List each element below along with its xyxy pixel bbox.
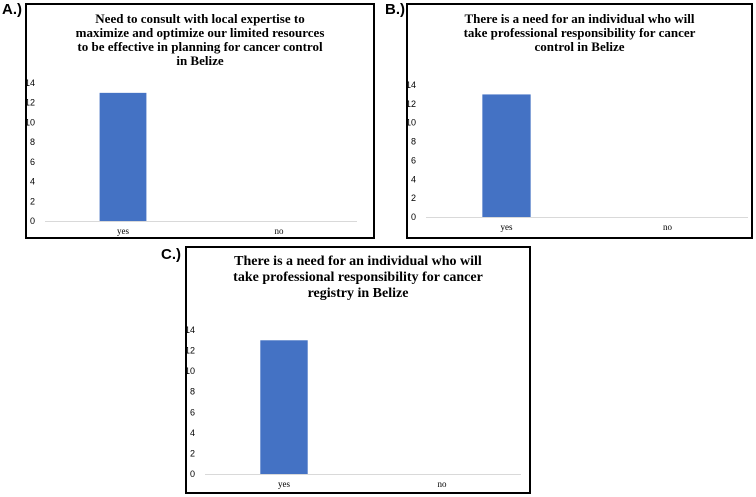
x-tick-label: yes (117, 226, 129, 236)
chart-panel-c: There is a need for an individual who wi… (185, 246, 531, 494)
title-line: There is a need for an individual who wi… (234, 254, 482, 269)
y-tick-label: 10 (25, 117, 35, 127)
y-tick-label: 12 (185, 346, 195, 356)
panel-a-letter: A.) (2, 1, 22, 18)
y-tick-label: 6 (411, 155, 416, 165)
y-tick-label: 8 (411, 137, 416, 147)
bar-yes (260, 340, 308, 474)
y-tick-label: 10 (185, 366, 195, 376)
title-line: take professional responsibility for can… (463, 25, 696, 40)
y-tick-label: 8 (30, 137, 35, 147)
chart-panel-a: Need to consult with local expertise to … (25, 3, 375, 239)
y-tick-label: 2 (411, 193, 416, 203)
y-tick-label: 4 (411, 174, 416, 184)
y-tick-label: 4 (30, 177, 35, 187)
y-tick-label: 14 (406, 80, 416, 90)
x-tick-label: no (275, 226, 285, 236)
y-tick-label: 14 (25, 78, 35, 88)
y-tick-label: 0 (411, 212, 416, 222)
y-tick-label: 14 (185, 325, 195, 335)
panel-b-letter: B.) (385, 1, 405, 18)
x-tick-label: yes (501, 222, 513, 232)
title-line: control in Belize (534, 39, 625, 54)
bar-chart-b: 0 2 4 6 8 10 12 14 yes no (406, 80, 748, 232)
y-tick-label: 8 (190, 387, 195, 397)
y-tick-label: 2 (190, 448, 195, 458)
y-tick-label: 10 (406, 118, 416, 128)
x-tick-label: yes (278, 479, 290, 489)
y-tick-label: 12 (406, 99, 416, 109)
title-line: maximize and optimize our limited resour… (75, 25, 325, 40)
bar-yes (99, 92, 147, 221)
chart-title: Need to consult with local expertise to … (27, 12, 373, 68)
title-line: to be effective in planning for cancer c… (77, 39, 323, 54)
bar-yes (482, 94, 531, 217)
y-tick-label: 12 (25, 98, 35, 108)
chart-title: There is a need for an individual who wi… (408, 12, 751, 54)
title-line: in Belize (176, 53, 224, 68)
title-line: Need to consult with local expertise to (95, 11, 305, 26)
chart-panel-b: There is a need for an individual who wi… (406, 3, 753, 239)
chart-title: There is a need for an individual who wi… (187, 254, 529, 302)
y-tick-label: 6 (190, 407, 195, 417)
bar-chart-c: 0 2 4 6 8 10 12 14 yes no (185, 325, 521, 489)
y-tick-label: 6 (30, 157, 35, 167)
y-tick-label: 0 (30, 216, 35, 226)
y-tick-label: 2 (30, 196, 35, 206)
y-tick-label: 0 (190, 469, 195, 479)
x-tick-label: no (438, 479, 448, 489)
bar-chart-a: 0 2 4 6 8 10 12 14 yes no (25, 78, 357, 236)
y-tick-label: 4 (190, 428, 195, 438)
title-line: There is a need for an individual who wi… (464, 11, 695, 26)
panel-c-letter: C.) (161, 246, 181, 263)
title-line: registry in Belize (307, 286, 409, 301)
title-line: take professional responsibility for can… (233, 270, 483, 285)
x-tick-label: no (663, 222, 673, 232)
